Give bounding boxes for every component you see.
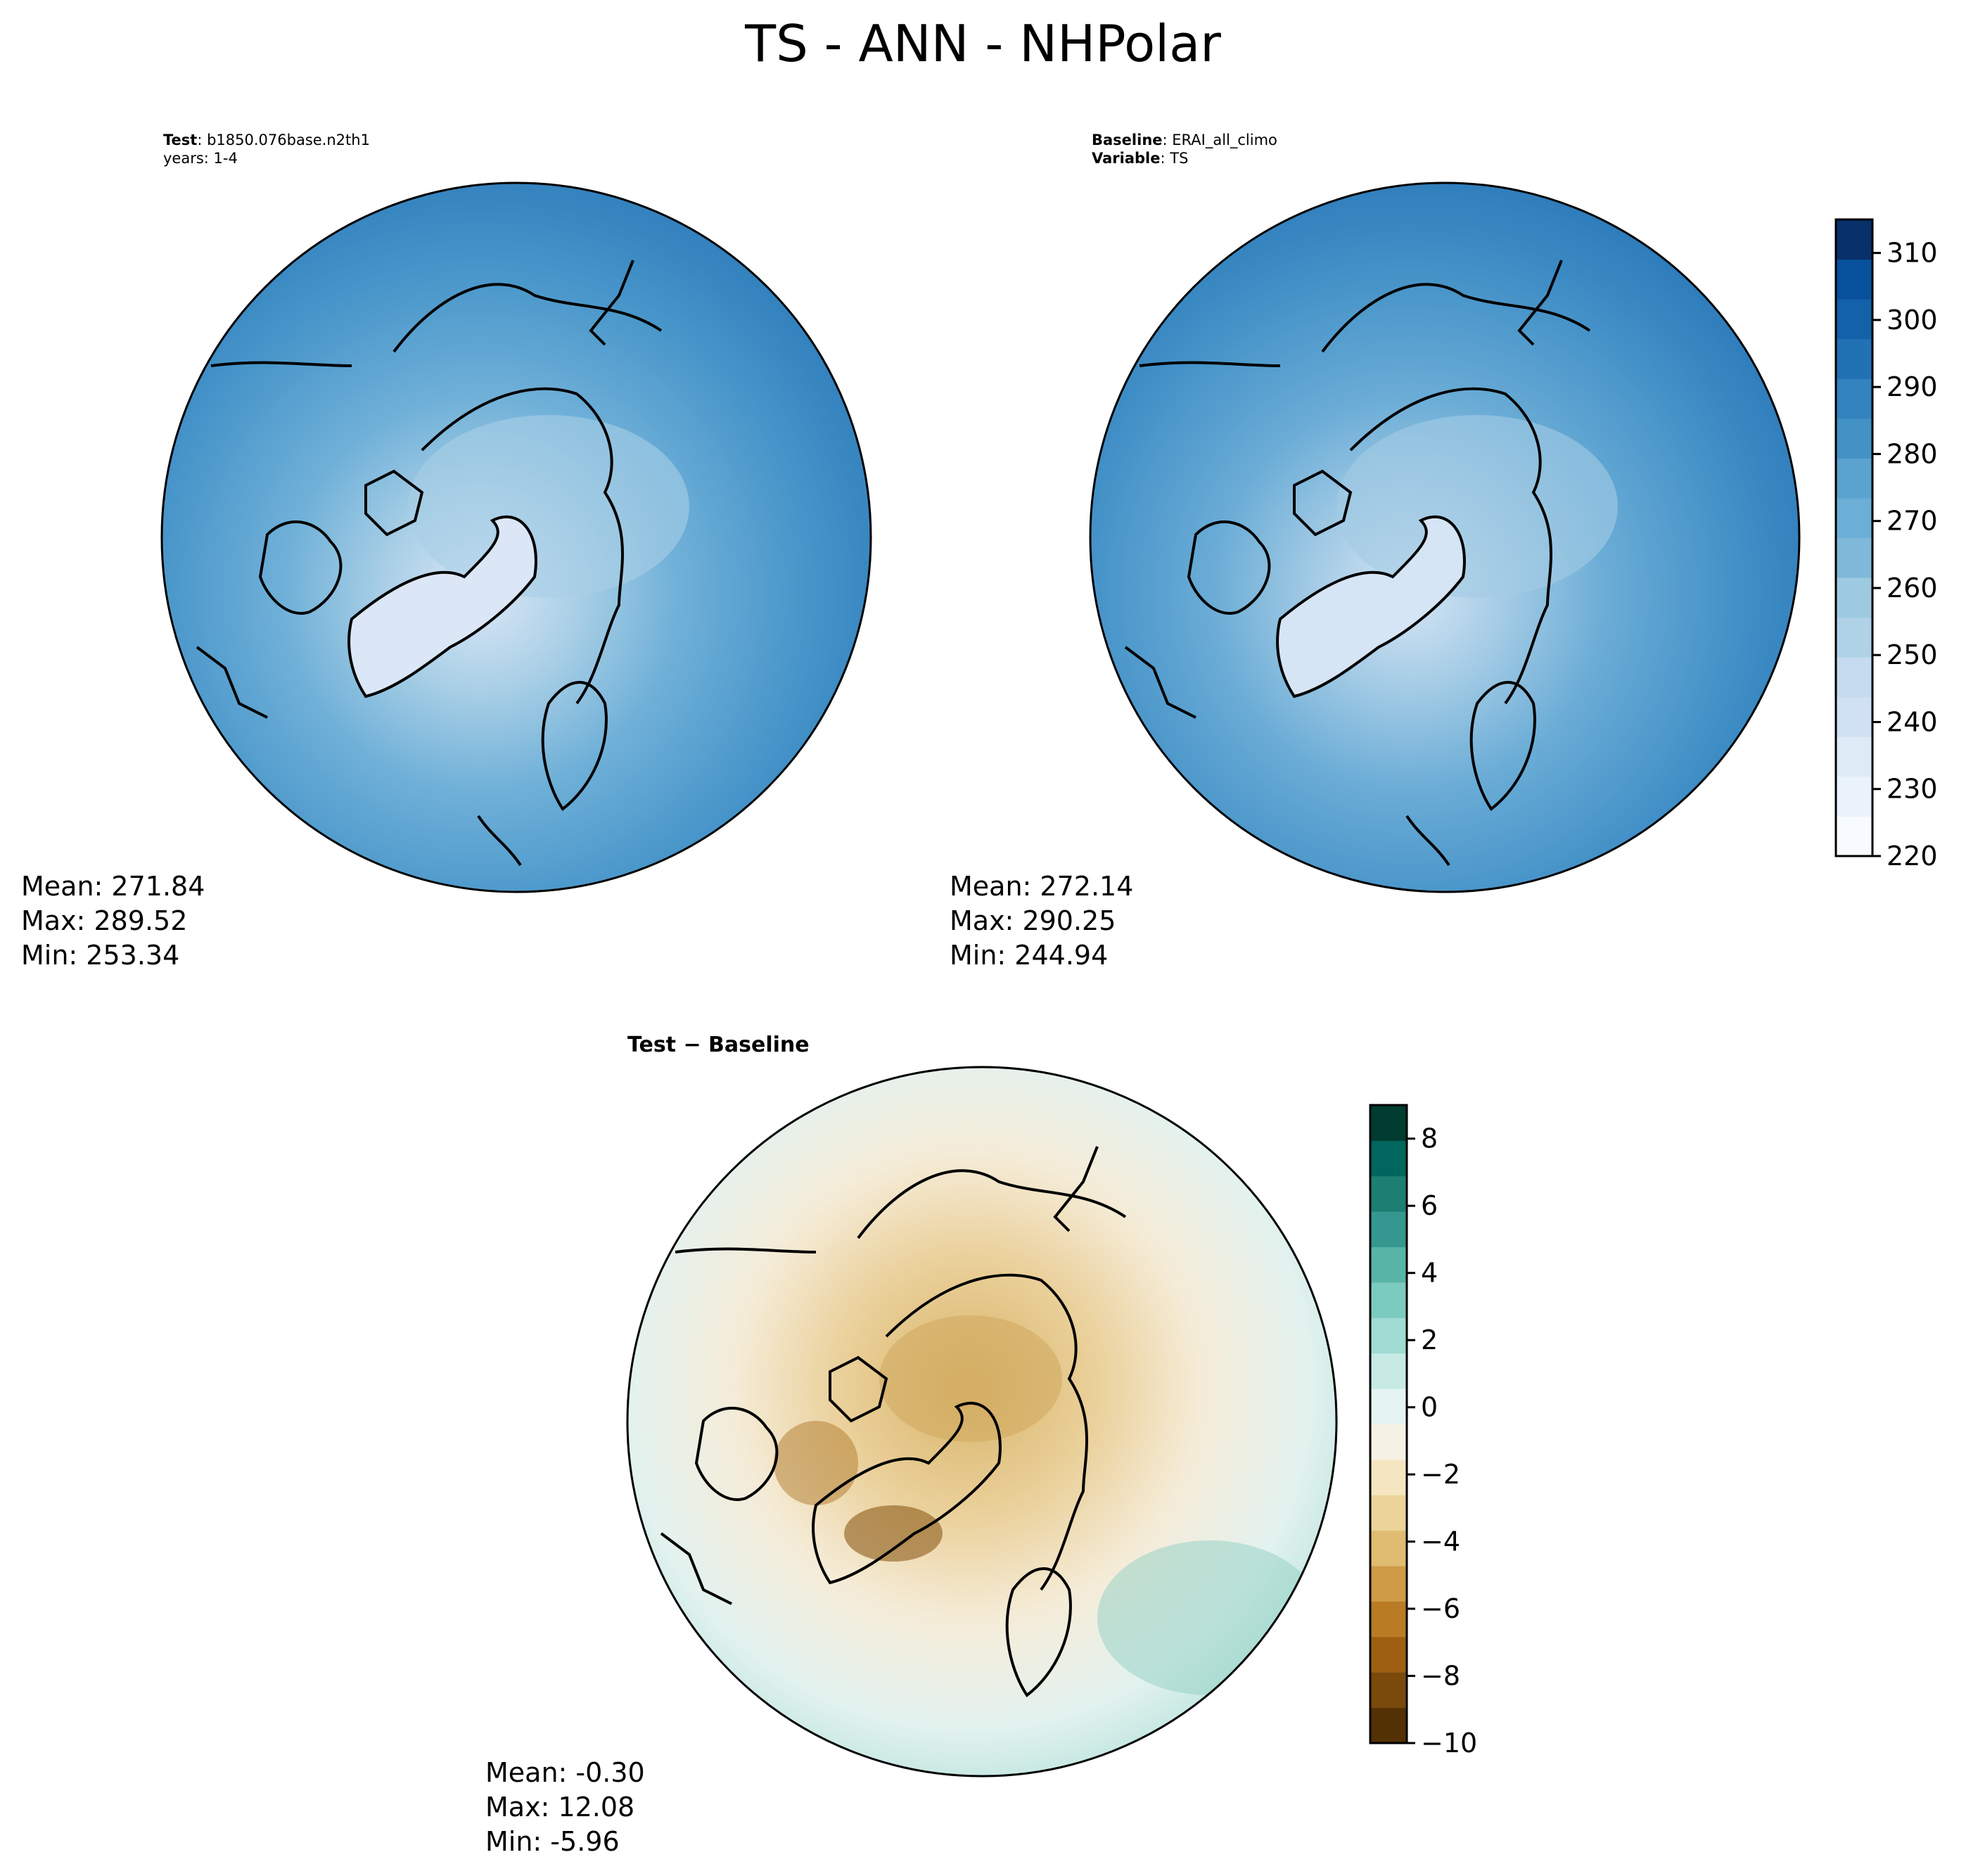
colorbar-main-segment	[1836, 497, 1872, 538]
figure-title: TS - ANN - NHPolar	[745, 14, 1221, 73]
colorbar-main-segment	[1836, 219, 1872, 260]
colorbar-main-tick-label: 220	[1887, 841, 1938, 872]
colorbar-main-segment	[1836, 338, 1872, 379]
colorbar-diff-segment	[1370, 1353, 1407, 1389]
colorbar-diff-segment	[1370, 1389, 1407, 1424]
colorbar-main-tick-label: 280	[1887, 438, 1938, 469]
colorbar-diff-tick-label: −10	[1421, 1728, 1477, 1759]
colorbar-main-tick-label: 300	[1887, 305, 1938, 336]
colorbar-diff-segment	[1370, 1459, 1407, 1495]
colorbar-main-tick-label: 270	[1887, 506, 1938, 537]
test-max: Max: 289.52	[21, 905, 188, 936]
diff-panel-title: Test − Baseline	[627, 1033, 810, 1057]
baseline-min: Min: 244.94	[950, 940, 1109, 971]
variable-label-value: TS	[1170, 150, 1189, 167]
colorbar-main-segment	[1836, 537, 1872, 578]
colorbar-main-segment	[1836, 696, 1872, 737]
colorbar-diff: −10 −8 −6 −4 −2 0 2 4 6 8	[1369, 1104, 1477, 1759]
baseline-map	[1089, 181, 1801, 893]
baseline-max: Max: 290.25	[950, 905, 1116, 936]
colorbar-diff-segment	[1370, 1672, 1407, 1709]
colorbar-diff-segment	[1370, 1707, 1407, 1744]
colorbar-main-segment	[1836, 378, 1872, 419]
colorbar-diff-tick-label: 8	[1421, 1123, 1438, 1154]
test-mean: Mean: 271.84	[21, 871, 205, 902]
colorbar-diff-segment	[1370, 1530, 1407, 1566]
test-label-key: Test	[163, 132, 198, 148]
baseline-stats: Mean: 272.14 Max: 290.25 Min: 244.94	[950, 869, 1133, 973]
colorbar-main-segment	[1836, 299, 1872, 340]
baseline-panel-header: Baseline: ERAI_all_climo Variable: TS	[1092, 132, 1277, 167]
colorbar-main: 220 230 240 250 260 270 280 290 300 310	[1834, 218, 1938, 872]
colorbar-main-segment	[1836, 736, 1872, 777]
baseline-label-value: ERAI_all_climo	[1172, 132, 1277, 148]
diff-min: Min: -5.96	[485, 1826, 620, 1857]
colorbar-diff-tick-label: 6	[1421, 1190, 1438, 1221]
colorbar-diff-segment	[1370, 1105, 1407, 1141]
colorbar-diff-segment	[1370, 1211, 1407, 1248]
test-label-value: b1850.076base.n2th1	[207, 132, 370, 148]
colorbar-main-frame	[1834, 218, 1874, 857]
variable-label-key: Variable	[1092, 150, 1161, 167]
colorbar-diff-tick-label: 2	[1421, 1325, 1438, 1355]
diff-stats: Mean: -0.30 Max: 12.08 Min: -5.96	[485, 1756, 645, 1859]
colorbar-diff-tick-label: −6	[1421, 1593, 1460, 1624]
colorbar-diff-segment	[1370, 1282, 1407, 1318]
colorbar-main-segment	[1836, 458, 1872, 499]
colorbar-diff-tick-label: 4	[1421, 1258, 1438, 1289]
diff-map	[626, 1066, 1338, 1778]
test-years: years: 1-4	[163, 150, 238, 167]
baseline-mean: Mean: 272.14	[950, 871, 1134, 902]
colorbar-diff-segment	[1370, 1566, 1407, 1602]
colorbar-main-tick-label: 240	[1887, 706, 1938, 737]
diff-max: Max: 12.08	[485, 1792, 635, 1823]
colorbar-main-segment	[1836, 578, 1872, 618]
colorbar-diff-segment	[1370, 1175, 1407, 1212]
colorbar-main-tick-label: 230	[1887, 774, 1938, 805]
colorbar-main-tick-label: 250	[1887, 639, 1938, 670]
colorbar-main-tick-label: 290	[1887, 371, 1938, 402]
colorbar-main-tick-label: 310	[1887, 238, 1938, 269]
diff-mean: Mean: -0.30	[485, 1757, 645, 1788]
colorbar-diff-tick-label: 0	[1421, 1392, 1438, 1423]
colorbar-main-segment	[1836, 657, 1872, 698]
colorbar-diff-segment	[1370, 1317, 1407, 1354]
test-min: Min: 253.34	[21, 940, 180, 971]
colorbar-main-segment	[1836, 259, 1872, 300]
colorbar-diff-frame	[1369, 1104, 1408, 1744]
baseline-map-coastlines	[1124, 260, 1618, 867]
colorbar-diff-segment	[1370, 1601, 1407, 1638]
colorbar-diff-segment	[1370, 1636, 1407, 1673]
colorbar-main-segment	[1836, 776, 1872, 817]
test-map-coastlines	[196, 260, 689, 867]
colorbar-main-segment	[1836, 617, 1872, 658]
colorbar-diff-tick-label: −2	[1421, 1459, 1460, 1490]
colorbar-diff-segment	[1370, 1495, 1407, 1531]
colorbar-main-segment	[1836, 816, 1872, 857]
colorbar-diff-segment	[1370, 1246, 1407, 1283]
colorbar-diff-tick-label: −8	[1421, 1661, 1460, 1692]
colorbar-diff-tick-label: −4	[1421, 1526, 1460, 1557]
colorbar-main-segment	[1836, 418, 1872, 459]
test-stats: Mean: 271.84 Max: 289.52 Min: 253.34	[21, 869, 205, 973]
test-panel-header: Test: b1850.076base.n2th1 years: 1-4	[163, 132, 370, 167]
colorbar-diff-segment	[1370, 1140, 1407, 1177]
baseline-label-key: Baseline	[1092, 132, 1163, 148]
test-map	[160, 181, 872, 893]
colorbar-main-tick-label: 260	[1887, 573, 1938, 604]
colorbar-diff-segment	[1370, 1424, 1407, 1460]
